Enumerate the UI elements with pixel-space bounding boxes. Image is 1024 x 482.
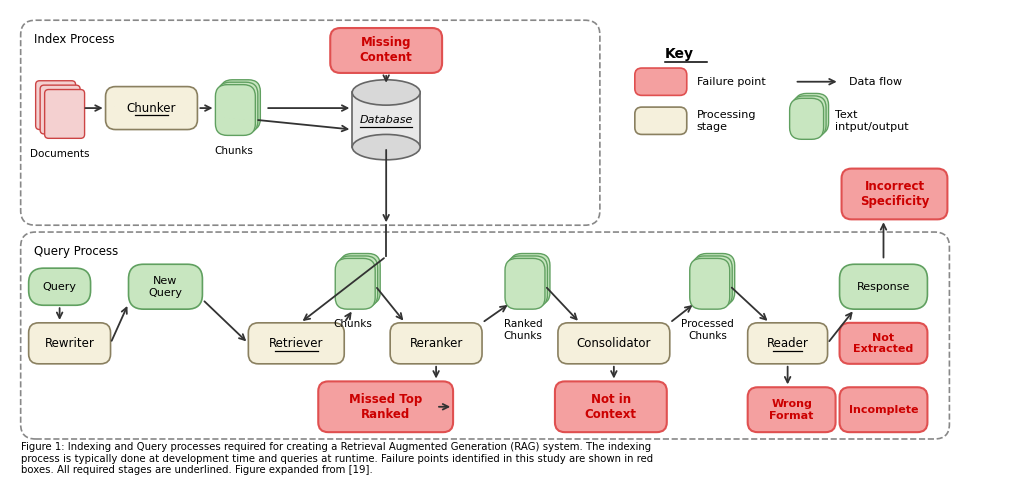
FancyBboxPatch shape [690,258,730,309]
FancyBboxPatch shape [338,256,378,307]
FancyBboxPatch shape [45,90,85,138]
FancyBboxPatch shape [29,323,111,364]
FancyBboxPatch shape [694,254,734,304]
Text: Rewriter: Rewriter [45,337,94,350]
FancyBboxPatch shape [635,107,687,134]
FancyBboxPatch shape [840,264,928,309]
Text: Incomplete: Incomplete [849,405,919,415]
Text: Documents: Documents [30,149,89,159]
Text: Consolidator: Consolidator [577,337,651,350]
Text: Incorrect
Specificity: Incorrect Specificity [860,180,929,208]
Text: Not in
Context: Not in Context [585,393,637,421]
FancyBboxPatch shape [105,87,198,130]
Text: Key: Key [665,47,694,61]
Text: Query: Query [43,281,77,292]
Text: Data flow: Data flow [849,77,902,87]
Ellipse shape [352,80,420,105]
FancyBboxPatch shape [220,80,260,131]
Text: Wrong
Format: Wrong Format [769,399,814,420]
Text: Text
intput/output: Text intput/output [835,110,908,132]
FancyBboxPatch shape [36,81,76,130]
Text: Reader: Reader [767,337,809,350]
Text: Missed Top
Ranked: Missed Top Ranked [349,393,422,421]
Text: Response: Response [857,281,910,292]
FancyBboxPatch shape [555,381,667,432]
Bar [352,93,420,147]
FancyBboxPatch shape [510,254,550,304]
FancyBboxPatch shape [505,258,545,309]
FancyBboxPatch shape [249,323,344,364]
FancyBboxPatch shape [840,323,928,364]
Text: Failure point: Failure point [696,77,766,87]
Text: Processed
Chunks: Processed Chunks [681,319,734,340]
FancyBboxPatch shape [508,256,548,307]
FancyBboxPatch shape [40,85,80,134]
FancyBboxPatch shape [215,85,255,135]
FancyBboxPatch shape [842,169,947,219]
FancyBboxPatch shape [558,323,670,364]
FancyBboxPatch shape [29,268,90,305]
Text: Missing
Content: Missing Content [359,37,413,65]
FancyBboxPatch shape [218,82,258,133]
FancyBboxPatch shape [129,264,203,309]
FancyBboxPatch shape [635,68,687,95]
Text: Chunker: Chunker [127,102,176,115]
FancyBboxPatch shape [748,387,836,432]
FancyBboxPatch shape [335,258,375,309]
Text: Database: Database [359,115,413,125]
Text: Processing
stage: Processing stage [696,110,757,132]
Text: Index Process: Index Process [34,33,115,46]
Text: Ranked
Chunks: Ranked Chunks [504,319,543,340]
FancyBboxPatch shape [793,96,826,137]
Text: Figure 1: Indexing and Query processes required for creating a Retrieval Augment: Figure 1: Indexing and Query processes r… [20,442,652,475]
FancyBboxPatch shape [340,254,380,304]
FancyBboxPatch shape [795,94,828,134]
Text: Not
Extracted: Not Extracted [853,333,913,354]
FancyBboxPatch shape [748,323,827,364]
Text: Reranker: Reranker [410,337,463,350]
Text: New
Query: New Query [148,276,182,297]
Ellipse shape [352,134,420,160]
FancyBboxPatch shape [790,98,823,139]
Text: Chunks: Chunks [334,319,373,329]
FancyBboxPatch shape [840,387,928,432]
Text: Chunks: Chunks [214,146,253,156]
FancyBboxPatch shape [331,28,442,73]
FancyBboxPatch shape [318,381,453,432]
FancyBboxPatch shape [692,256,732,307]
Text: Retriever: Retriever [269,337,324,350]
FancyBboxPatch shape [390,323,482,364]
Text: Query Process: Query Process [34,245,118,258]
